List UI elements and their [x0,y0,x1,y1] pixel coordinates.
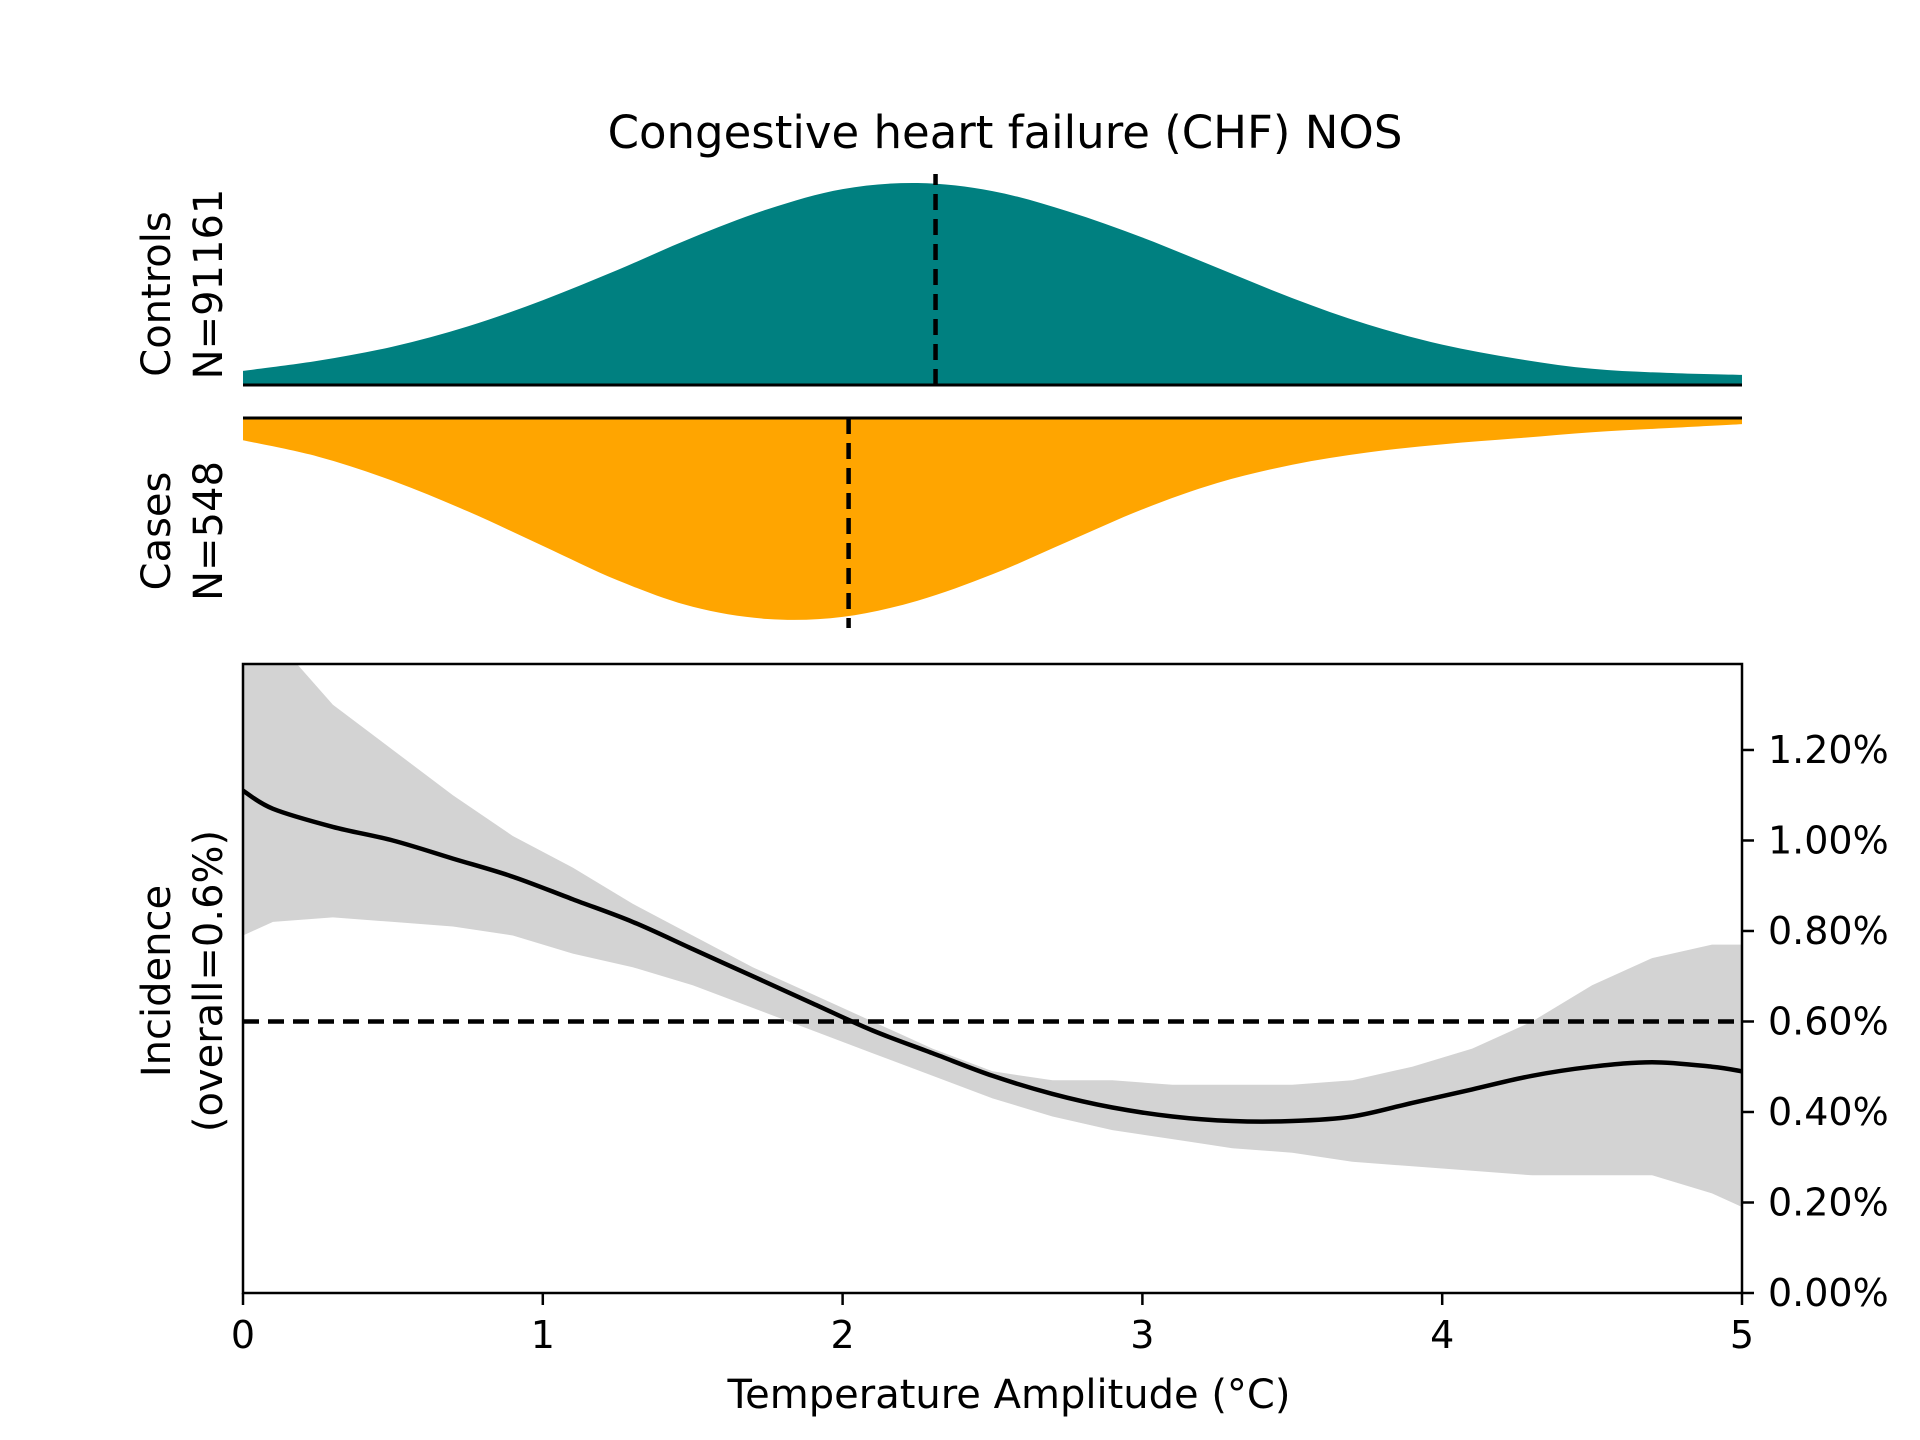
plot-frame [241,662,1744,1295]
incidence-line [243,788,1742,1124]
x-tick-label: 3 [1130,1313,1154,1357]
x-axis-title: Temperature Amplitude (°C) [727,1372,1291,1418]
x-tick-label: 5 [1730,1313,1754,1357]
controls-count-label: N=91161 [186,189,232,380]
x-tick-label: 1 [531,1313,555,1357]
y-tick-label: 0.20% [1768,1180,1889,1224]
controls-label: Controls [134,211,180,376]
y-axis-title-line1: Incidence [134,885,180,1077]
y-tick-label: 0.00% [1768,1271,1889,1315]
cases-label: Cases [134,472,180,591]
confidence-band [243,664,1742,1207]
distribution-panel: Controls N=91161 Cases N=548 [134,174,1742,628]
y-tick-label: 0.40% [1768,1090,1889,1134]
y-tick-label: 1.20% [1768,728,1889,772]
y-tick-label: 0.60% [1768,999,1889,1043]
incidence-panel: 0 1 2 3 4 5 0.00% 0.20% 0.40% 0.60% 0.80% 1.00% 1.2… [134,662,1889,1418]
y-axis-title-line2: (overall=0.6%) [186,830,232,1132]
y-axis: 0.00% 0.20% 0.40% 0.60% 0.80% 1.00% 1.20% [1742,728,1889,1315]
cases-density-area [243,418,1742,620]
x-tick-label: 0 [231,1313,255,1357]
chart-title: Congestive heart failure (CHF) NOS [608,106,1403,159]
x-tick-label: 4 [1430,1313,1454,1357]
y-tick-label: 1.00% [1768,818,1889,862]
y-tick-label: 0.80% [1768,909,1889,953]
x-tick-label: 2 [831,1313,855,1357]
controls-density-area [243,182,1742,385]
x-axis: 0 1 2 3 4 5 [231,1293,1754,1357]
cases-count-label: N=548 [186,461,232,601]
